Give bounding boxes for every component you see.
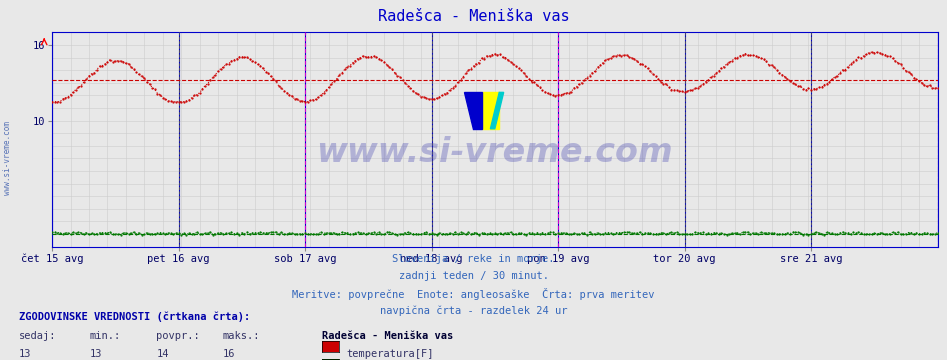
Text: temperatura[F]: temperatura[F] [347, 349, 434, 359]
Text: navpična črta - razdelek 24 ur: navpična črta - razdelek 24 ur [380, 306, 567, 316]
Text: ZGODOVINSKE VREDNOSTI (črtkana črta):: ZGODOVINSKE VREDNOSTI (črtkana črta): [19, 311, 250, 322]
Text: Meritve: povprečne  Enote: angleosaške  Črta: prva meritev: Meritve: povprečne Enote: angleosaške Čr… [293, 288, 654, 300]
Text: min.:: min.: [90, 331, 121, 341]
Text: maks.:: maks.: [223, 331, 260, 341]
Text: 14: 14 [156, 349, 169, 359]
Text: Slovenija / reke in morje.: Slovenija / reke in morje. [392, 254, 555, 264]
Text: zadnji teden / 30 minut.: zadnji teden / 30 minut. [399, 271, 548, 281]
Text: www.si-vreme.com: www.si-vreme.com [316, 136, 673, 169]
Text: 13: 13 [19, 349, 31, 359]
Polygon shape [481, 93, 499, 129]
Text: 13: 13 [90, 349, 102, 359]
Polygon shape [464, 93, 481, 129]
Text: 16: 16 [223, 349, 235, 359]
Polygon shape [491, 93, 504, 129]
Text: Radešca - Meniška vas: Radešca - Meniška vas [378, 9, 569, 24]
Text: povpr.:: povpr.: [156, 331, 200, 341]
Text: www.si-vreme.com: www.si-vreme.com [3, 121, 12, 195]
Text: sedaj:: sedaj: [19, 331, 57, 341]
Text: Radešca - Meniška vas: Radešca - Meniška vas [322, 331, 454, 341]
